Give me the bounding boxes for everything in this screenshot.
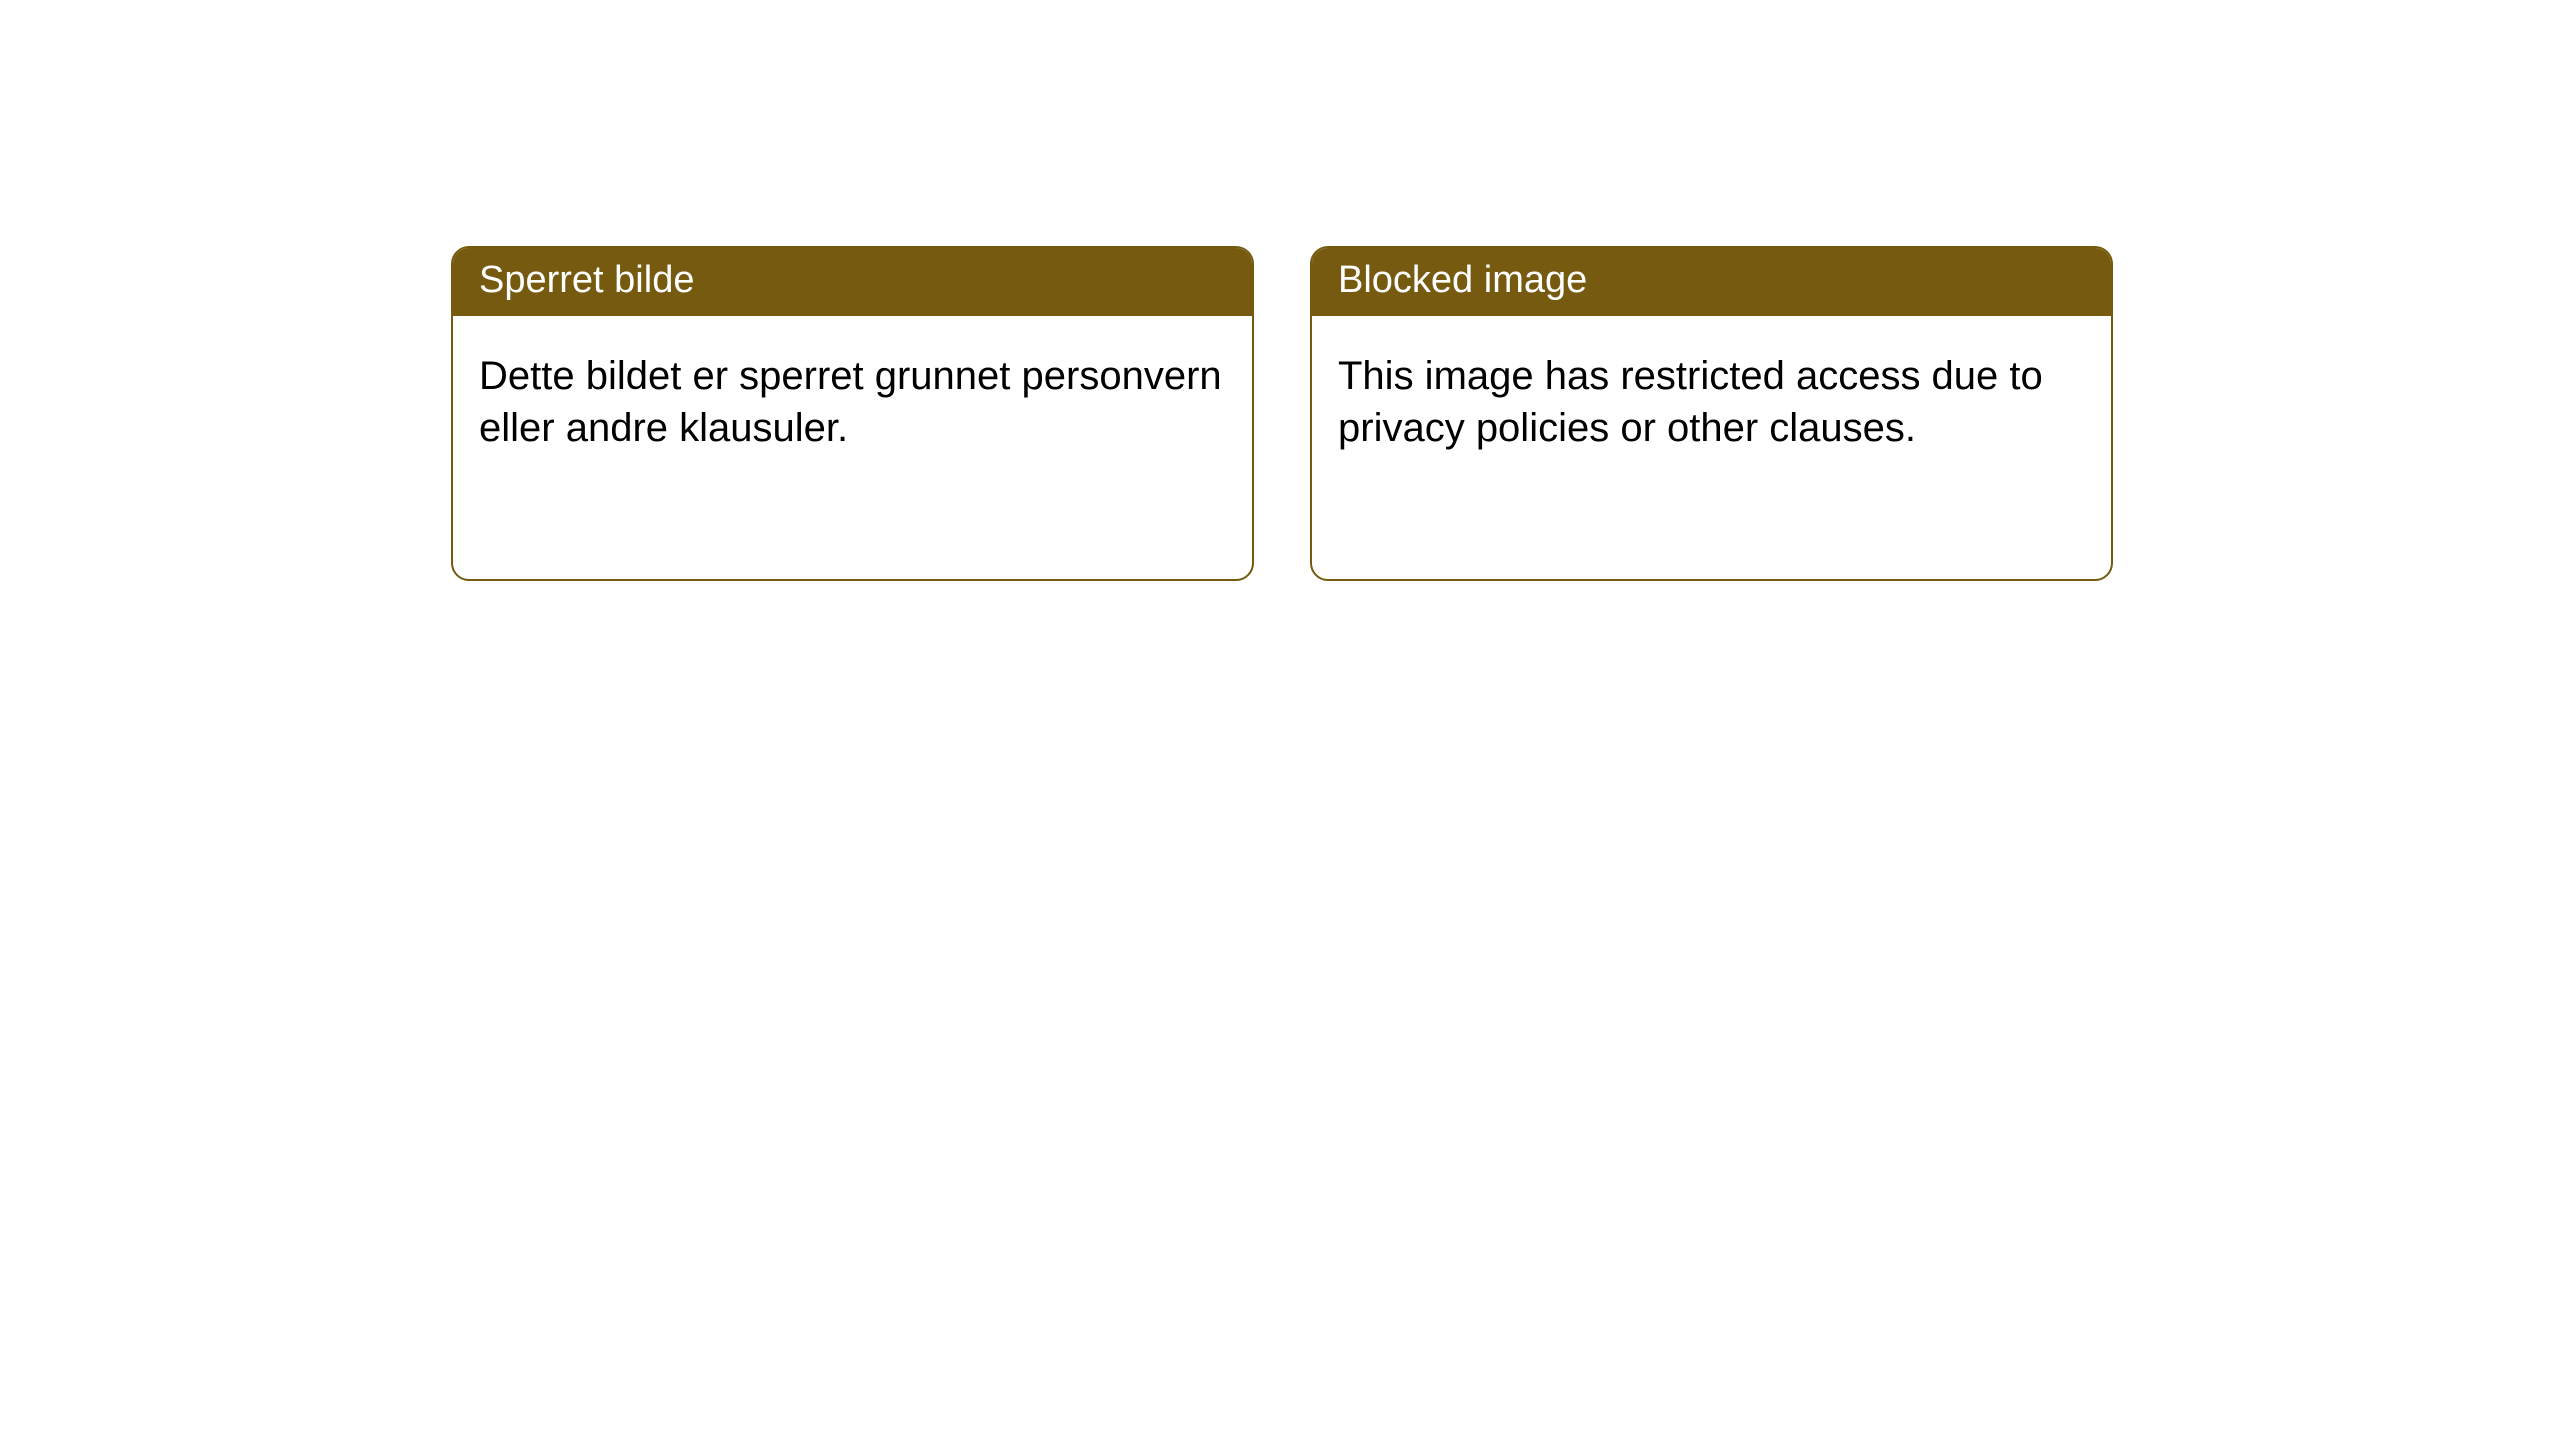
card-title-english: Blocked image	[1312, 248, 2111, 316]
notice-cards-container: Sperret bilde Dette bildet er sperret gr…	[451, 246, 2113, 581]
notice-card-norwegian: Sperret bilde Dette bildet er sperret gr…	[451, 246, 1254, 581]
notice-card-english: Blocked image This image has restricted …	[1310, 246, 2113, 581]
card-body-norwegian: Dette bildet er sperret grunnet personve…	[453, 316, 1252, 490]
card-body-english: This image has restricted access due to …	[1312, 316, 2111, 490]
card-title-norwegian: Sperret bilde	[453, 248, 1252, 316]
